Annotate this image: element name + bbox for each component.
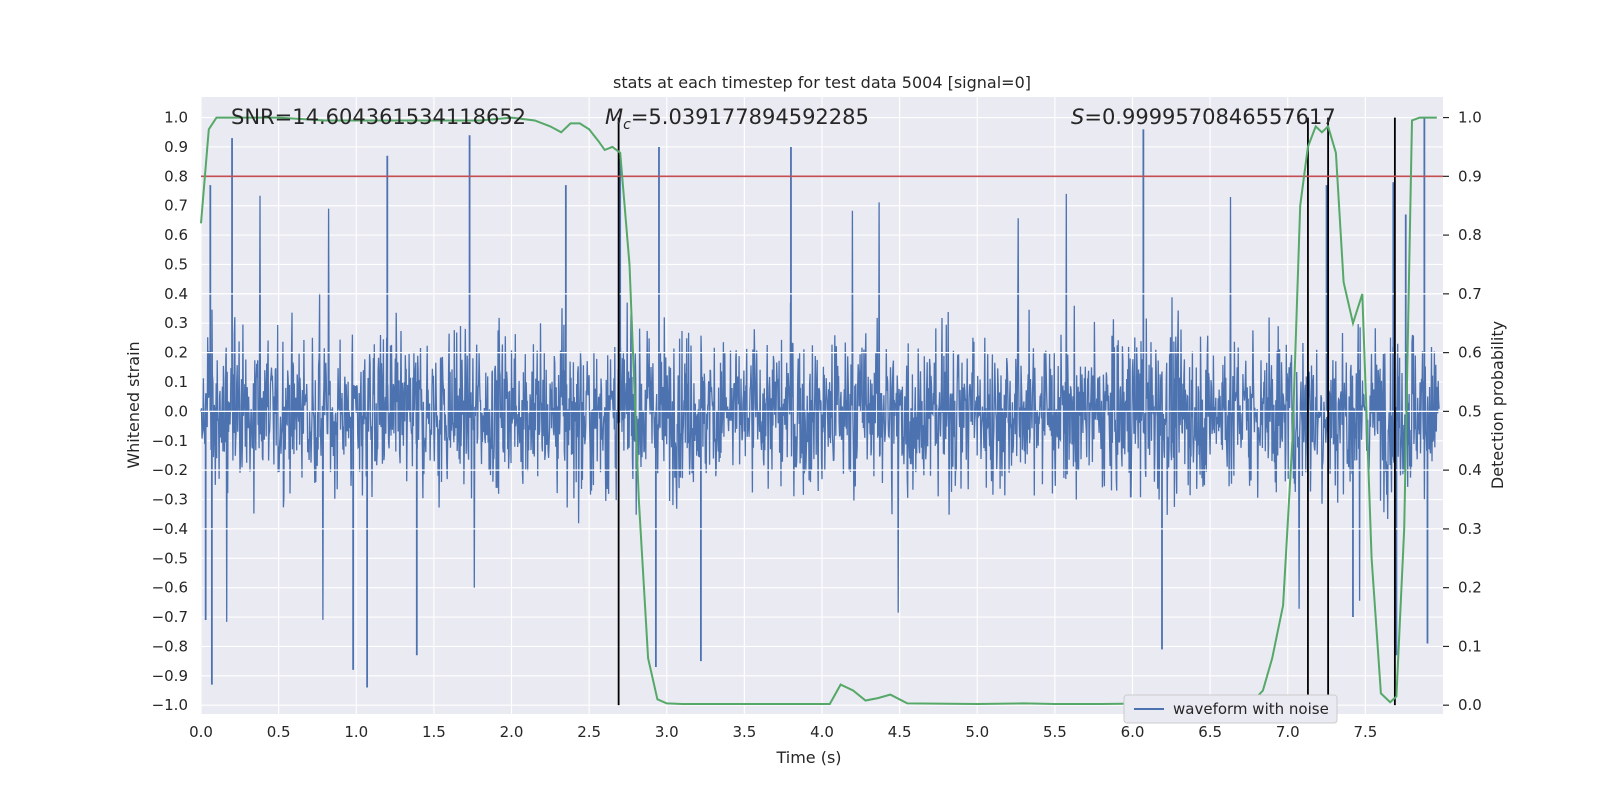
y-tick-label: 0.1	[164, 373, 188, 391]
x-tick-label: 5.5	[1043, 723, 1067, 741]
y-tick-label: −0.5	[152, 549, 188, 567]
x-tick-label: 3.5	[732, 723, 756, 741]
x-tick-label: 7.0	[1276, 723, 1300, 741]
y2-axis-label: Detection probability	[1488, 321, 1507, 489]
y2-tick-label: 0.1	[1458, 637, 1482, 655]
y-tick-label: 0.8	[164, 167, 188, 185]
y-tick-label: −1.0	[152, 696, 188, 714]
y-axis-ticks: 1.0 0.9 0.8 0.7 0.6 0.5 0.4 0.3 0.2 0.1 0.0 −0.1 −0.…	[152, 109, 188, 715]
x-tick-label: 2.0	[500, 723, 524, 741]
chirp-mass-annotation: Mc=5.039177894592285	[605, 105, 869, 133]
y-tick-label: −0.7	[152, 608, 188, 626]
y-tick-label: −0.8	[152, 637, 188, 655]
y-tick-label: 0.0	[164, 402, 188, 420]
s-symbol: S	[1071, 105, 1084, 129]
x-tick-label: 0.0	[189, 723, 213, 741]
y2-tick-label: 0.8	[1458, 226, 1482, 244]
legend-box	[1123, 694, 1338, 724]
y2-tick-label: 0.7	[1458, 285, 1482, 303]
x-tick-label: 2.5	[577, 723, 601, 741]
x-axis-ticks: 0.0 0.5 1.0 1.5 2.0 2.5 3.0 3.5 4.0 4.5 5.0 5.5 6.0 6…	[189, 723, 1377, 741]
y2-tick-label: 0.4	[1458, 461, 1482, 479]
y-tick-label: −0.9	[152, 667, 188, 685]
mc-value: =5.039177894592285	[631, 105, 869, 129]
x-tick-label: 0.5	[267, 723, 291, 741]
score-annotation: S=0.9999570846557617	[1071, 105, 1336, 129]
y-tick-label: −0.4	[152, 520, 188, 538]
x-tick-label: 7.5	[1353, 723, 1377, 741]
x-tick-label: 1.5	[422, 723, 446, 741]
x-tick-label: 6.5	[1198, 723, 1222, 741]
y-tick-label: 0.2	[164, 344, 188, 362]
y2-tick-label: 0.0	[1458, 696, 1482, 714]
y2-tick-label: 0.9	[1458, 167, 1482, 185]
y-tick-label: 0.4	[164, 285, 188, 303]
x-axis-label: Time (s)	[775, 748, 841, 767]
snr-annotation: SNR=14.604361534118652	[231, 105, 526, 129]
x-tick-label: 4.0	[810, 723, 834, 741]
y-tick-label: 0.6	[164, 226, 188, 244]
y-tick-label: 0.3	[164, 314, 188, 332]
x-tick-label: 3.0	[655, 723, 679, 741]
y-tick-label: −0.2	[152, 461, 188, 479]
waveform-line	[200, 193, 1440, 622]
y-tick-label: 0.7	[164, 197, 188, 215]
legend: waveform with noise	[1123, 694, 1338, 724]
y2-tick-label: 0.5	[1458, 402, 1482, 420]
chart-title: stats at each timestep for test data 500…	[613, 73, 1031, 92]
x-tick-label: 5.0	[965, 723, 989, 741]
x-tick-label: 1.0	[344, 723, 368, 741]
right-axis-gridlines	[201, 293, 1443, 530]
waveform-series	[200, 117, 1440, 688]
y2-tick-label: 0.2	[1458, 579, 1482, 597]
y-axis-label: Whitened strain	[124, 341, 143, 468]
y-tick-label: 0.5	[164, 255, 188, 273]
y2-tick-label: 0.3	[1458, 520, 1482, 538]
y-tick-label: 0.9	[164, 138, 188, 156]
y2-tick-label: 1.0	[1458, 109, 1482, 127]
y-tick-label: −0.3	[152, 491, 188, 509]
x-tick-label: 4.5	[888, 723, 912, 741]
mc-subscript: c	[623, 117, 631, 133]
mc-symbol: M	[605, 105, 623, 129]
y-tick-label: 1.0	[164, 109, 188, 127]
y2-axis-ticks: 1.0 0.9 0.8 0.7 0.6 0.5 0.4 0.3 0.2 0.1 0.0	[1443, 109, 1482, 714]
y2-tick-label: 0.6	[1458, 344, 1482, 362]
y-tick-label: −0.6	[152, 579, 188, 597]
y-tick-label: −0.1	[152, 432, 188, 450]
legend-label: waveform with noise	[1173, 700, 1329, 718]
x-tick-label: 6.0	[1121, 723, 1145, 741]
vertical-markers	[617, 117, 1396, 706]
detection-probability-line	[200, 116, 1437, 706]
s-value: =0.9999570846557617	[1084, 105, 1335, 129]
